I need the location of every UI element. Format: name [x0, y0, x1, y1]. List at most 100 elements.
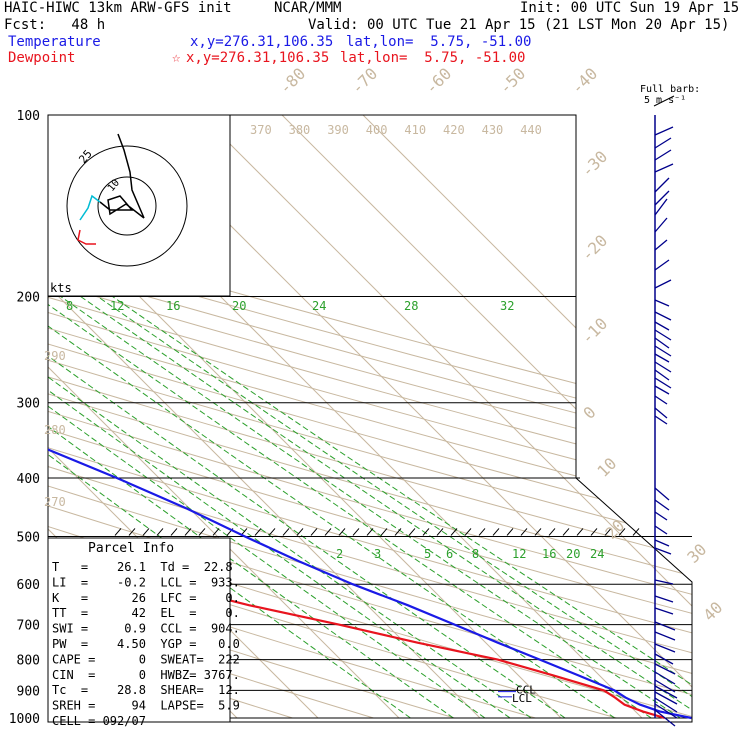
wind-barb — [654, 691, 678, 705]
mixing-ratio-label: 20 — [232, 299, 246, 313]
wind-barb — [654, 369, 670, 381]
pressure-tick-label: 100 — [17, 109, 40, 124]
mixing-ratio-line — [48, 296, 486, 719]
hatch-mark — [520, 528, 528, 536]
dry-adiabat-line — [48, 115, 692, 719]
isotherm-line — [48, 115, 400, 719]
parcel-info-row: CAPE = 0 SWEAT= 222 — [52, 652, 240, 666]
parcel-info-row: Tc = 28.8 SHEAR= 12. — [52, 683, 240, 697]
theta-label: 280 — [44, 423, 66, 437]
hatch-mark — [366, 528, 374, 536]
wind-barb — [654, 377, 672, 389]
mixing-ratio-label: 8 — [472, 547, 479, 561]
wind-barb — [654, 631, 676, 641]
wind-barb — [654, 329, 672, 341]
wind-barb — [654, 337, 670, 349]
theta-label: 370 — [250, 123, 272, 137]
wind-barb — [654, 345, 672, 357]
pressure-tick-label: 500 — [17, 530, 40, 545]
theta-label: 410 — [404, 123, 426, 137]
wind-barb — [654, 703, 678, 719]
wind-barb — [654, 415, 668, 425]
wind-barb — [654, 321, 670, 331]
isotherm-label: 30 — [683, 540, 710, 567]
dewpoint-star-icon: ☆ — [172, 50, 181, 66]
mixing-ratio-label: 12 — [512, 547, 526, 561]
wind-barb — [654, 595, 674, 603]
dry-adiabats — [48, 115, 692, 719]
wind-barb — [654, 621, 676, 631]
temperature-xy: x,y=276.31,106.35 — [190, 34, 334, 50]
wind-barb — [654, 407, 668, 419]
mixing-ratio-line — [48, 296, 511, 719]
mixing-ratio-label: 24 — [590, 547, 604, 561]
hatch-mark — [184, 528, 192, 536]
isotherm-line — [48, 115, 481, 719]
wind-barb — [654, 353, 670, 363]
parcel-info-row: K = 26 LFC = 0. — [52, 591, 240, 605]
hodo-trace-upper — [117, 133, 145, 219]
hatch-mark — [632, 528, 640, 536]
forecast-hour: Fcst: 48 h — [4, 17, 106, 33]
dry-adiabat-line — [48, 115, 692, 719]
hatch-mark — [338, 528, 346, 536]
theta-label: 290 — [44, 349, 66, 363]
hatch-mark — [268, 528, 276, 536]
dry-adiabat-line — [48, 115, 692, 719]
hatch-mark — [128, 528, 136, 536]
hatch-mark — [142, 528, 150, 536]
wind-barb — [654, 539, 670, 547]
wind-barb — [654, 679, 676, 693]
model-title: HAIC-HIWC 13km ARW-GFS init — [4, 0, 232, 16]
wind-barb — [654, 177, 670, 193]
wind-barb — [654, 259, 670, 271]
theta-label: 440 — [520, 123, 542, 137]
barb-key-icon — [653, 95, 675, 107]
wind-barb — [654, 511, 668, 521]
wind-barb — [654, 607, 674, 615]
dry-adiabat-line — [48, 115, 692, 719]
hatch-mark — [352, 528, 360, 536]
mixing-ratio-label: 32 — [500, 299, 514, 313]
isotherm-label: -80 — [275, 64, 309, 98]
hatch-mark — [506, 528, 514, 536]
wind-barb — [654, 395, 668, 405]
wind-barb — [654, 547, 672, 555]
lcl-label: LCL — [512, 692, 532, 705]
temperature-latlon: lat,lon= 5.75, -51.00 — [346, 34, 532, 50]
temperature-label: Temperature — [8, 34, 101, 50]
mixing-ratio-label: 5 — [424, 547, 431, 561]
isotherm-label: -30 — [577, 147, 611, 181]
wind-barb — [654, 643, 676, 653]
hatch-mark — [618, 528, 626, 536]
wind-barb — [654, 385, 670, 395]
parcel-info-row: CIN = 0 HWBZ= 3767. — [52, 668, 240, 682]
wind-barbs: Full barb:5 m s⁻¹ — [640, 84, 700, 727]
dry-adiabat-line — [48, 115, 692, 719]
hatch-mark — [492, 528, 500, 536]
mixing-ratio-label: 24 — [312, 299, 326, 313]
dry-adiabat-line — [48, 115, 692, 719]
dry-adiabat-line — [48, 115, 692, 719]
dry-adiabat-line — [48, 115, 692, 719]
hatch-mark — [310, 528, 318, 536]
hatch-mark — [436, 528, 444, 536]
valid-time: Valid: 00 UTC Tue 21 Apr 15 (21 LST Mon … — [308, 17, 730, 33]
mixing-ratio-label: 16 — [542, 547, 556, 561]
init-time: Init: 00 UTC Sun 19 Apr 15 — [520, 0, 740, 16]
mixing-ratio-label: 28 — [404, 299, 418, 313]
dry-adiabat-line — [48, 115, 374, 719]
hodo-trace-surface — [77, 229, 96, 245]
temperature-profile — [48, 115, 692, 720]
hatch-mark — [478, 528, 486, 536]
dewpoint-xy: x,y=276.31,106.35 — [186, 50, 330, 66]
hatch-mark — [212, 528, 220, 536]
dry-adiabat-line — [48, 115, 692, 719]
hatch-mark — [576, 528, 584, 536]
wind-barb — [654, 671, 676, 685]
mixing-ratio-line — [60, 296, 681, 719]
hatch-mark — [604, 528, 612, 536]
hatch-mark — [170, 528, 178, 536]
pressure-tick-label: 400 — [17, 472, 40, 487]
ccl-label: CCL — [516, 684, 536, 697]
